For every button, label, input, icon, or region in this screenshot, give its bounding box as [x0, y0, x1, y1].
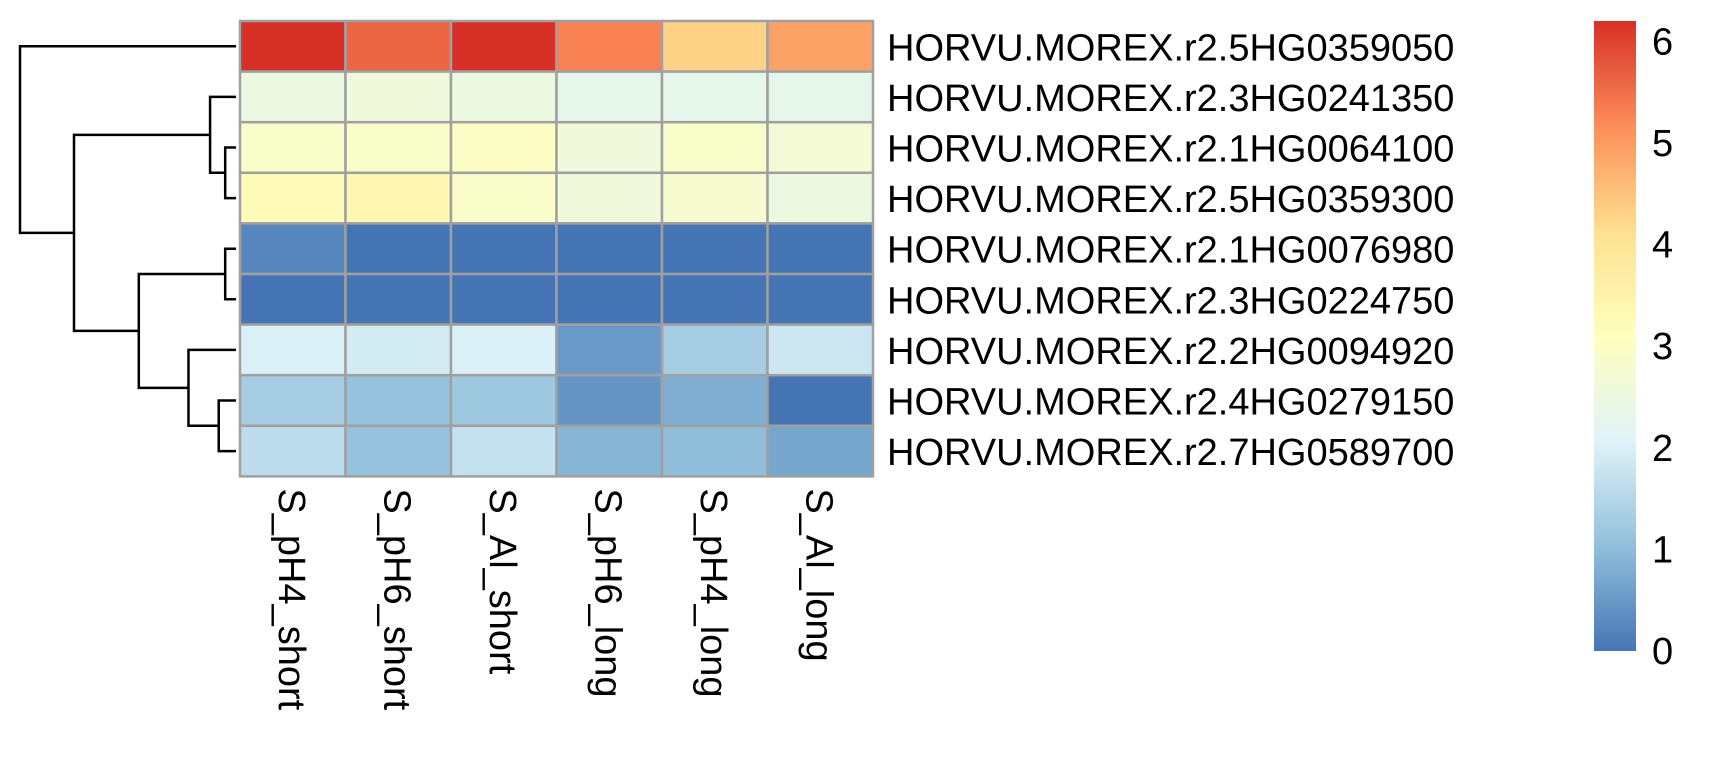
heatmap-cell [660, 222, 769, 276]
heatmap-cell [449, 373, 558, 428]
dendrogram-branch [137, 272, 226, 390]
heatmap-cell [449, 424, 558, 478]
heatmap-cell [555, 424, 664, 478]
heatmap-cell [766, 222, 875, 276]
heatmap-cell [660, 272, 769, 326]
heatmap-cell [238, 171, 347, 225]
row-label: HORVU.MOREX.r2.4HG0279150 [887, 382, 1454, 424]
heatmap-cell [344, 120, 453, 175]
dendrogram-branch [18, 45, 236, 235]
heatmap-cell [766, 323, 875, 377]
heatmap-cell [449, 70, 558, 124]
heatmap-cell [344, 424, 453, 478]
heatmap-cell [238, 424, 347, 478]
heatmap-cell [555, 70, 664, 124]
heatmap-cell [449, 19, 558, 73]
heatmap-cell [660, 424, 769, 478]
heatmap-cell [449, 323, 558, 377]
dendrogram-branch [187, 348, 236, 428]
heatmap-cell [238, 323, 347, 377]
legend-tick-label: 5 [1652, 123, 1673, 165]
heatmap-cell [555, 373, 664, 428]
column-label: S_pH4_short [270, 488, 312, 710]
row-labels: HORVU.MOREX.r2.5HG0359050 HORVU.MOREX.r2.… [887, 27, 1454, 474]
dendrogram-branch [223, 146, 236, 200]
heatmap-cell [555, 222, 664, 276]
heatmap-cell [449, 120, 558, 175]
column-label: S_pH6_short [375, 488, 417, 710]
row-label: HORVU.MOREX.r2.1HG0064100 [887, 129, 1454, 171]
heatmap-cell [344, 19, 453, 73]
heatmap-cell [660, 120, 769, 175]
heatmap-cell [238, 120, 347, 175]
heatmap-cell [344, 70, 453, 124]
dendrogram-branch [217, 399, 236, 453]
legend-tick-label: 6 [1652, 21, 1673, 63]
legend-tick-label: 2 [1652, 428, 1673, 470]
legend-tick-label: 0 [1652, 631, 1673, 673]
heatmap-cell [660, 70, 769, 124]
heatmap-cell [660, 323, 769, 377]
heatmap-cell [660, 171, 769, 225]
heatmap-cell [238, 222, 347, 276]
heatmap-cell [449, 171, 558, 225]
heatmap-cell [766, 120, 875, 175]
heatmap-cells [238, 19, 875, 478]
heatmap-cell [766, 171, 875, 225]
heatmap-cell [766, 373, 875, 428]
row-label: HORVU.MOREX.r2.5HG0359300 [887, 179, 1454, 221]
heatmap-cell [555, 272, 664, 326]
heatmap-cell [555, 171, 664, 225]
row-label: HORVU.MOREX.r2.1HG0076980 [887, 230, 1454, 272]
heatmap-cell [344, 272, 453, 326]
heatmap-cell [766, 424, 875, 478]
heatmap-cell [555, 120, 664, 175]
row-dendrogram [18, 45, 236, 453]
heatmap-cell [344, 222, 453, 276]
column-label: S_pH6_long [586, 488, 628, 697]
heatmap-cell [660, 19, 769, 73]
column-label: S_Al_short [481, 488, 523, 674]
heatmap-cell [555, 19, 664, 73]
row-label: HORVU.MOREX.r2.3HG0241350 [887, 78, 1454, 120]
row-label: HORVU.MOREX.r2.7HG0589700 [887, 432, 1454, 474]
heatmap-cell [344, 373, 453, 428]
heatmap-cell [660, 373, 769, 428]
dendrogram-branch [72, 133, 211, 333]
heatmap-cell [449, 272, 558, 326]
row-label: HORVU.MOREX.r2.2HG0094920 [887, 331, 1454, 373]
color-legend: 0 1 2 3 4 5 6 [1594, 21, 1673, 673]
column-labels: S_pH4_short S_pH6_short S_Al_short S_pH6_lo… [270, 488, 840, 710]
heatmap-cell [238, 272, 347, 326]
heatmap-cell [344, 171, 453, 225]
legend-tick-label: 3 [1652, 326, 1673, 368]
legend-color-bar [1594, 21, 1636, 651]
column-label: S_pH4_long [692, 488, 734, 697]
heatmap-cell [238, 373, 347, 428]
heatmap-cell [766, 70, 875, 124]
dendrogram-branch [223, 247, 236, 301]
dendrogram-branch [208, 95, 236, 175]
heatmap-cell [766, 272, 875, 326]
heatmap-cell [766, 19, 875, 73]
legend-tick-label: 1 [1652, 529, 1673, 571]
column-label: S_Al_long [797, 488, 839, 661]
heatmap-cell [449, 222, 558, 276]
heatmap-cell [555, 323, 664, 377]
row-label: HORVU.MOREX.r2.5HG0359050 [887, 27, 1454, 69]
heatmap-cell [238, 70, 347, 124]
legend-tick-label: 4 [1652, 225, 1673, 267]
heatmap-cell [238, 19, 347, 73]
heatmap-cell [344, 323, 453, 377]
row-label: HORVU.MOREX.r2.3HG0224750 [887, 280, 1454, 322]
